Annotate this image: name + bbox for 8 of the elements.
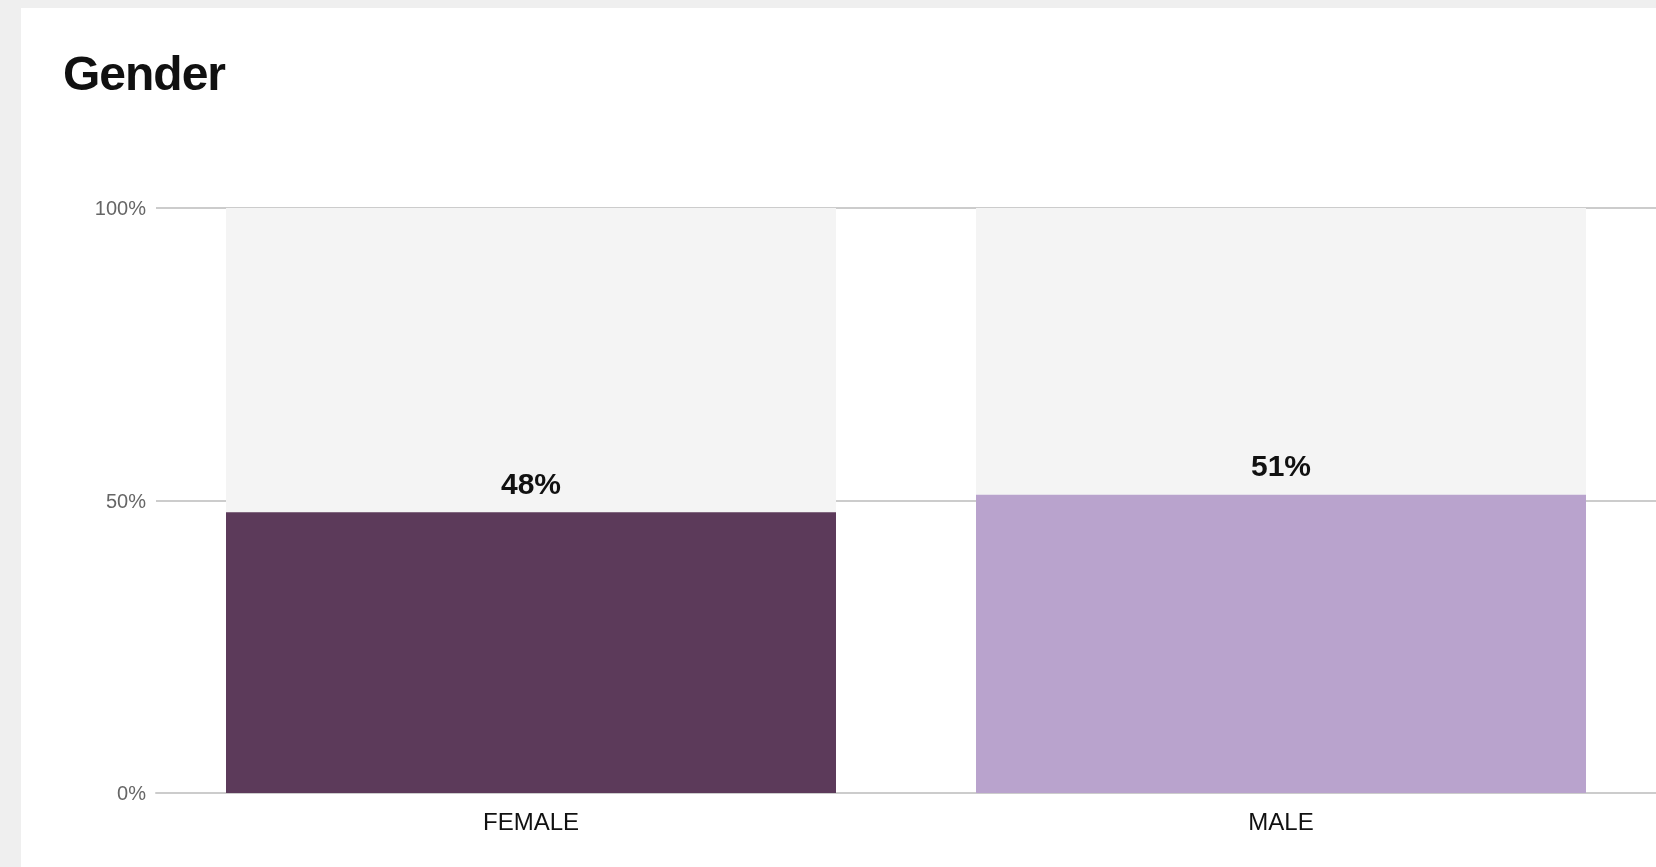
chart-title: Gender [63,46,226,101]
data-label: 51% [1250,449,1312,483]
y-tick-label: 50% [105,489,147,512]
y-tick-label: 100% [94,197,147,219]
x-tick-label: FEMALE [482,807,580,835]
x-tick-label: MALE [1248,807,1314,835]
data-label: 48% [500,466,562,500]
y-tick-label: 0% [117,782,147,804]
